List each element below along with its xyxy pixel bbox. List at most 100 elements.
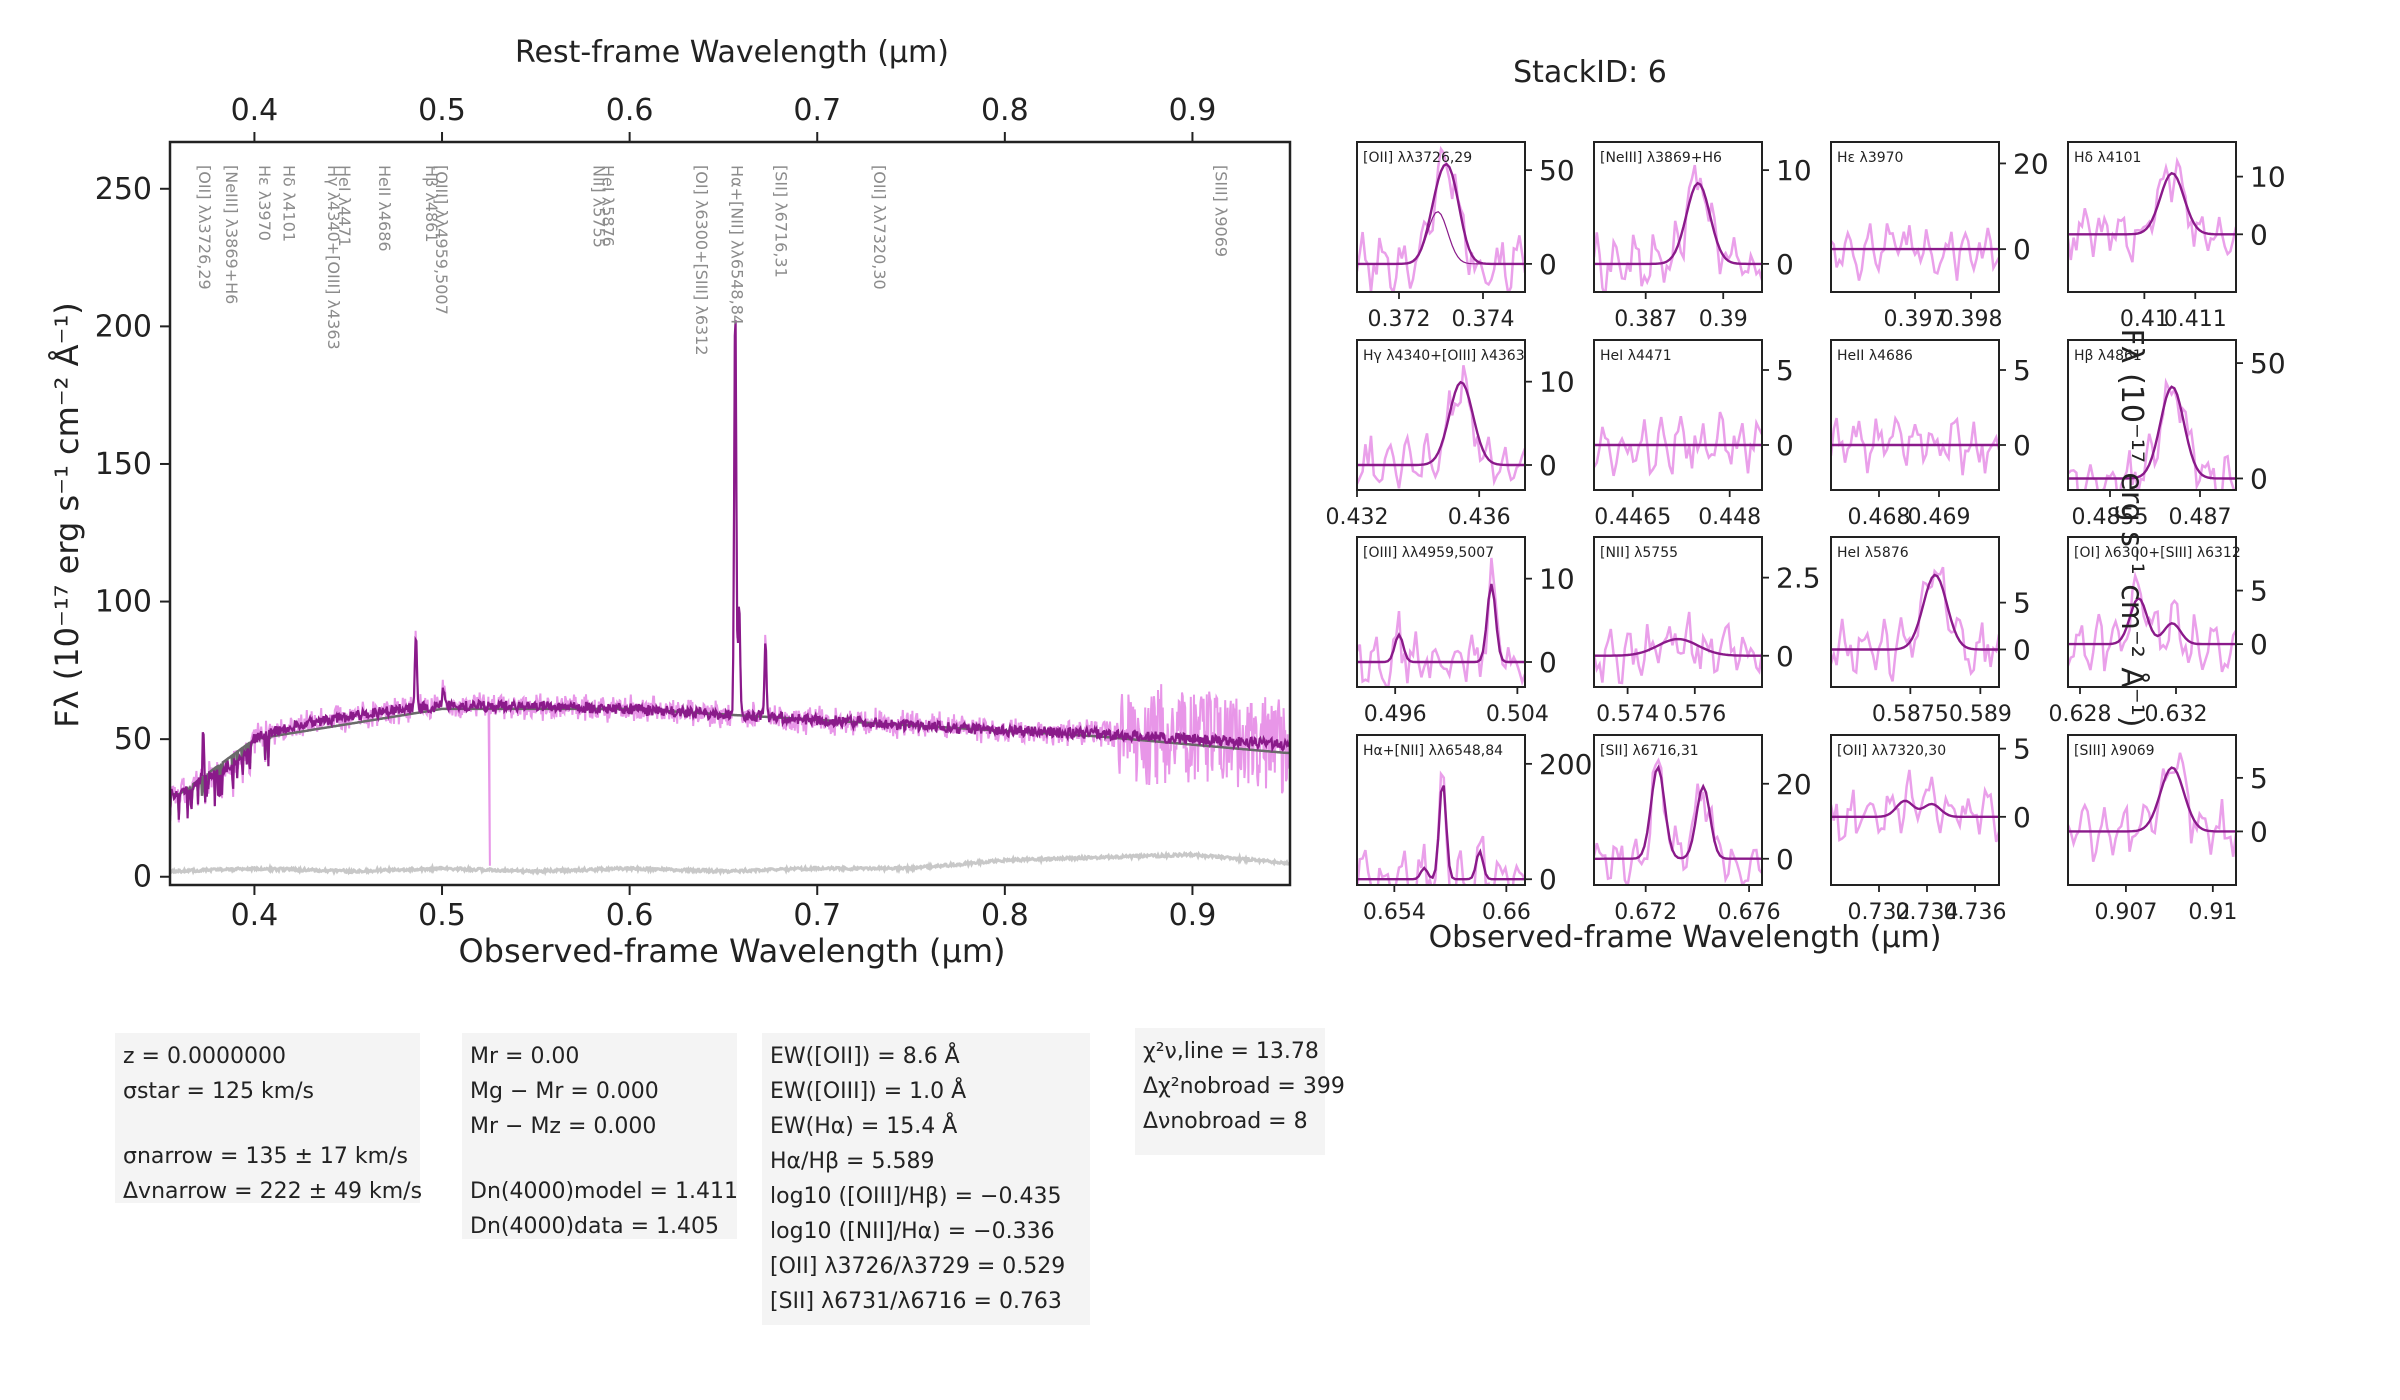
- panel-data-line: [1831, 566, 1999, 682]
- panel-data-line: [1594, 164, 1762, 292]
- best-fit-model-line: [170, 320, 1290, 822]
- panel-frame: [1593, 141, 1763, 293]
- panel-x-tick-label: 0.432: [1326, 505, 1389, 530]
- panel-frame: [1830, 339, 2000, 491]
- emission-line-label: Hβ λ4861: [422, 165, 441, 243]
- emission-line-label: Hγ λ4340+[OIII] λ4363: [324, 165, 343, 350]
- line-panel: [OII] λλ3726,29 0.372 0.374 0 50: [1356, 141, 1575, 332]
- info-line: Hα/Hβ = 5.589: [770, 1149, 935, 1174]
- panel-plot-area: [1594, 757, 1762, 885]
- line-panel: Hγ λ4340+[OIII] λ4363 0.432 0.436 0 10: [1326, 339, 1575, 530]
- panel-y-tick-label: 0: [2013, 233, 2031, 266]
- info-line: z = 0.0000000: [123, 1044, 286, 1069]
- info-line: EW([OIII]) = 1.0 Å: [770, 1079, 967, 1104]
- panel-title: Hβ λ4861: [2074, 348, 2142, 364]
- panel-x-tick-label: 0.736: [1944, 900, 2007, 925]
- main-y-axis-label: Fλ (10⁻¹⁷ erg s⁻¹ cm⁻² Å⁻¹): [48, 302, 86, 728]
- line-panel: Hβ λ4861 0.4855 0.487 0 50: [2067, 339, 2286, 530]
- emission-line-label: HeII λ4686: [375, 165, 394, 252]
- panel-plot-area: [2068, 377, 2236, 490]
- emission-line-label: Hα+[NII] λλ6548,84: [727, 165, 746, 325]
- panel-data-line: [2068, 156, 2236, 263]
- line-panel: [NII] λ5755 0.574 0.576 0 2.5: [1593, 536, 1821, 727]
- info-line: σstar = 125 km/s: [123, 1079, 315, 1104]
- panel-y-tick-label: 10: [1539, 366, 1575, 399]
- main-top-tick-label: 0.8: [981, 93, 1029, 128]
- panel-model-line: [1594, 764, 1762, 860]
- info-line: EW([OII]) = 8.6 Å: [770, 1044, 960, 1069]
- info-box-magnitudes: Mr = 0.00 Mg − Mr = 0.000 Mr − Mz = 0.000 D…: [462, 1033, 738, 1239]
- panel-y-tick-label: 0: [1539, 863, 1557, 896]
- info-line: Mr − Mz = 0.000: [470, 1114, 657, 1139]
- panel-title: [NII] λ5755: [1600, 545, 1678, 561]
- panel-frame: [1356, 339, 1526, 491]
- emission-line-label: [SIII] λ9069: [1211, 165, 1230, 257]
- panel-frame: [2067, 734, 2237, 886]
- main-y-tick-label: 50: [114, 722, 152, 757]
- panel-frame: [2067, 141, 2237, 293]
- emission-line-label: [OIII] λλ4959,5007: [432, 165, 451, 315]
- panel-frame: [1593, 339, 1763, 491]
- panel-x-tick-label: 0.4855: [2072, 505, 2149, 530]
- panel-y-tick-label: 5: [2013, 587, 2031, 620]
- figure-title: StackID: 6: [1513, 55, 1667, 90]
- main-x-tick-label: 0.4: [231, 898, 279, 933]
- panel-plot-area: [1594, 411, 1762, 477]
- panel-x-tick-label: 0.4465: [1594, 505, 1671, 530]
- panel-x-tick-label: 0.398: [1940, 307, 2003, 332]
- panel-plot-area: [1831, 414, 1999, 476]
- panel-y-tick-label: 10: [2250, 161, 2286, 194]
- line-panel: [SII] λ6716,31 0.672 0.676 0 20: [1593, 734, 1812, 925]
- observed-spectrum-line: [170, 323, 1290, 866]
- panel-y-tick-label: 0: [2013, 429, 2031, 462]
- panel-y-tick-label: 5: [2013, 354, 2031, 387]
- emission-line-label: [OI] λ6300+[SIII] λ6312: [692, 165, 711, 356]
- panel-plot-area: [1357, 145, 1525, 292]
- line-panel: Hε λ3970 0.3970.398 0 20: [1830, 141, 2049, 332]
- line-panel: [OI] λ6300+[SIII] λ6312 0.628 0.632 0 5: [2049, 536, 2268, 727]
- emission-line-label: [OII] λλ7320,30: [870, 165, 889, 290]
- panel-plot-area: [1831, 566, 1999, 682]
- panel-frame: [1830, 536, 2000, 688]
- panel-y-tick-label: 0: [1776, 640, 1794, 673]
- panel-y-tick-label: 0: [2013, 801, 2031, 834]
- info-line: χ²ν,line = 13.78: [1143, 1039, 1319, 1064]
- main-y-tick-label: 0: [133, 860, 152, 895]
- panel-plot-area: [2068, 156, 2236, 263]
- panel-x-tick-label: 0.907: [2094, 900, 2157, 925]
- panel-data-line: [2068, 570, 2236, 673]
- info-line: Dn(4000)data = 1.405: [470, 1214, 719, 1239]
- panel-x-tick-label: 0.397: [1884, 307, 1947, 332]
- panel-x-tick-label: 0.5875: [1872, 702, 1949, 727]
- panel-plot-area: [2068, 570, 2236, 673]
- info-line: Mg − Mr = 0.000: [470, 1079, 659, 1104]
- info-line: σnarrow = 135 ± 17 km/s: [123, 1144, 408, 1169]
- panel-y-tick-label: 5: [1776, 354, 1794, 387]
- panel-model-line: [2068, 171, 2236, 236]
- panel-x-tick-label: 0.628: [2049, 702, 2112, 727]
- panel-model-line: [1831, 573, 1999, 651]
- panel-y-tick-label: 5: [2250, 762, 2268, 795]
- line-panel: [NeIII] λ3869+H6 0.387 0.39 0 10: [1593, 141, 1812, 332]
- panel-frame: [2067, 536, 2237, 688]
- main-plot-frame: [168, 140, 1292, 887]
- error-spectrum-line: [170, 850, 1290, 877]
- panel-y-tick-label: 5: [2250, 575, 2268, 608]
- panel-y-tick-label: 0: [2013, 634, 2031, 667]
- panel-y-tick-label: 0: [1776, 429, 1794, 462]
- main-y-tick-label: 250: [95, 172, 152, 207]
- panel-data-line: [1357, 557, 1525, 687]
- main-x-axis-label: Observed-frame Wavelength (μm): [458, 932, 1005, 970]
- panel-data-line: [1594, 757, 1762, 885]
- panel-y-tick-label: 50: [2250, 347, 2286, 380]
- panel-y-tick-label: 20: [1776, 768, 1812, 801]
- line-panel: HeI λ4471 0.4465 0.448 0 5: [1593, 339, 1794, 530]
- main-x-tick-label: 0.9: [1169, 898, 1217, 933]
- panel-y-tick-label: 2.5: [1776, 562, 1821, 595]
- info-line: Mr = 0.00: [470, 1044, 580, 1069]
- panel-title: [SII] λ6716,31: [1600, 743, 1699, 759]
- info-box-chi2: χ²ν,line = 13.78 Δχ²nobroad = 399 Δνnobroa…: [1135, 1028, 1345, 1155]
- panel-title: [OII] λλ3726,29: [1363, 150, 1472, 166]
